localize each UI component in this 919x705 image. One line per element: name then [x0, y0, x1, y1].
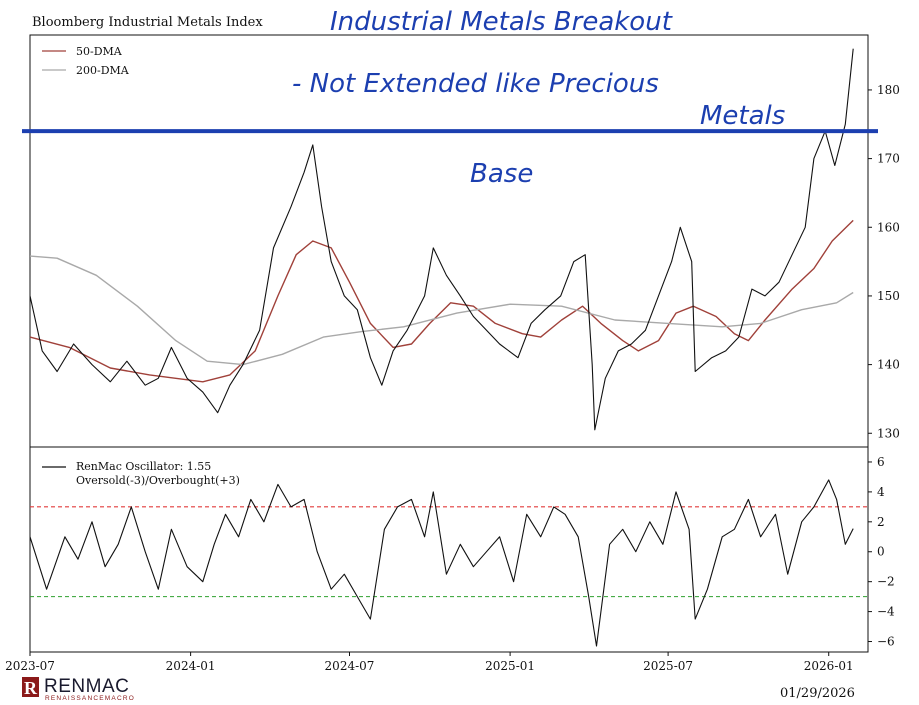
oscillator-legend: RenMac Oscillator: 1.55 Oversold(-3)/Ove…	[42, 460, 240, 487]
renmac-logo: R RENMAC RENAISSANCEMACRO	[22, 676, 135, 702]
annotation-breakout: Industrial Metals Breakout	[330, 7, 673, 37]
osc-y-tick-label: 4	[877, 485, 885, 499]
legend-label-oscillator: RenMac Oscillator: 1.55	[76, 460, 211, 473]
logo-subtitle: RENAISSANCEMACRO	[45, 695, 135, 702]
oscillator-series-line	[29, 479, 854, 647]
price-legend: 50-DMA 200-DMA	[42, 45, 130, 77]
price-plot-area	[29, 48, 854, 431]
chart-title: Bloomberg Industrial Metals Index	[32, 15, 263, 30]
x-tick-label: 2025-01	[485, 659, 535, 673]
logo-name: RENMAC	[44, 676, 129, 697]
axes: 130 140 150 160 170 180 −6 −4 −2 0 2 4 6 2023-07 2024-…	[5, 83, 900, 673]
price-y-tick-label: 180	[877, 83, 900, 97]
series-line-200dma	[29, 255, 854, 366]
x-tick-label: 2026-01	[804, 659, 854, 673]
legend-label-50dma: 50-DMA	[76, 45, 123, 58]
date-stamp: 01/29/2026	[780, 686, 855, 701]
x-tick-label: 2025-07	[643, 659, 693, 673]
annotation-base: Base	[470, 159, 533, 189]
price-series-line	[29, 48, 854, 431]
annotation-not-extended: - Not Extended like Precious	[292, 69, 659, 99]
osc-y-tick-label: −2	[877, 575, 895, 589]
oscillator-plot-area	[29, 479, 868, 647]
logo-mark: R	[24, 678, 38, 698]
osc-y-tick-label: −4	[877, 605, 895, 619]
legend-label-200dma: 200-DMA	[76, 64, 130, 77]
x-tick-label: 2024-07	[325, 659, 375, 673]
osc-y-tick-label: −6	[877, 635, 895, 649]
series-line-50dma	[29, 219, 854, 383]
price-y-tick-label: 140	[877, 358, 900, 372]
x-tick-label: 2024-01	[166, 659, 216, 673]
legend-label-oversold-overbought: Oversold(-3)/Overbought(+3)	[76, 474, 240, 487]
price-y-tick-label: 130	[877, 426, 900, 440]
osc-y-tick-label: 0	[877, 545, 885, 559]
handwritten-annotations: Industrial Metals Breakout - Not Extende…	[22, 7, 878, 189]
price-y-tick-label: 170	[877, 152, 900, 166]
osc-y-tick-label: 2	[877, 515, 885, 529]
annotation-metals: Metals	[700, 101, 785, 131]
osc-y-tick-label: 6	[877, 455, 885, 469]
price-y-tick-label: 150	[877, 289, 900, 303]
oscillator-panel-frame	[29, 446, 869, 653]
x-tick-label: 2023-07	[5, 659, 55, 673]
price-y-tick-label: 160	[877, 220, 900, 234]
